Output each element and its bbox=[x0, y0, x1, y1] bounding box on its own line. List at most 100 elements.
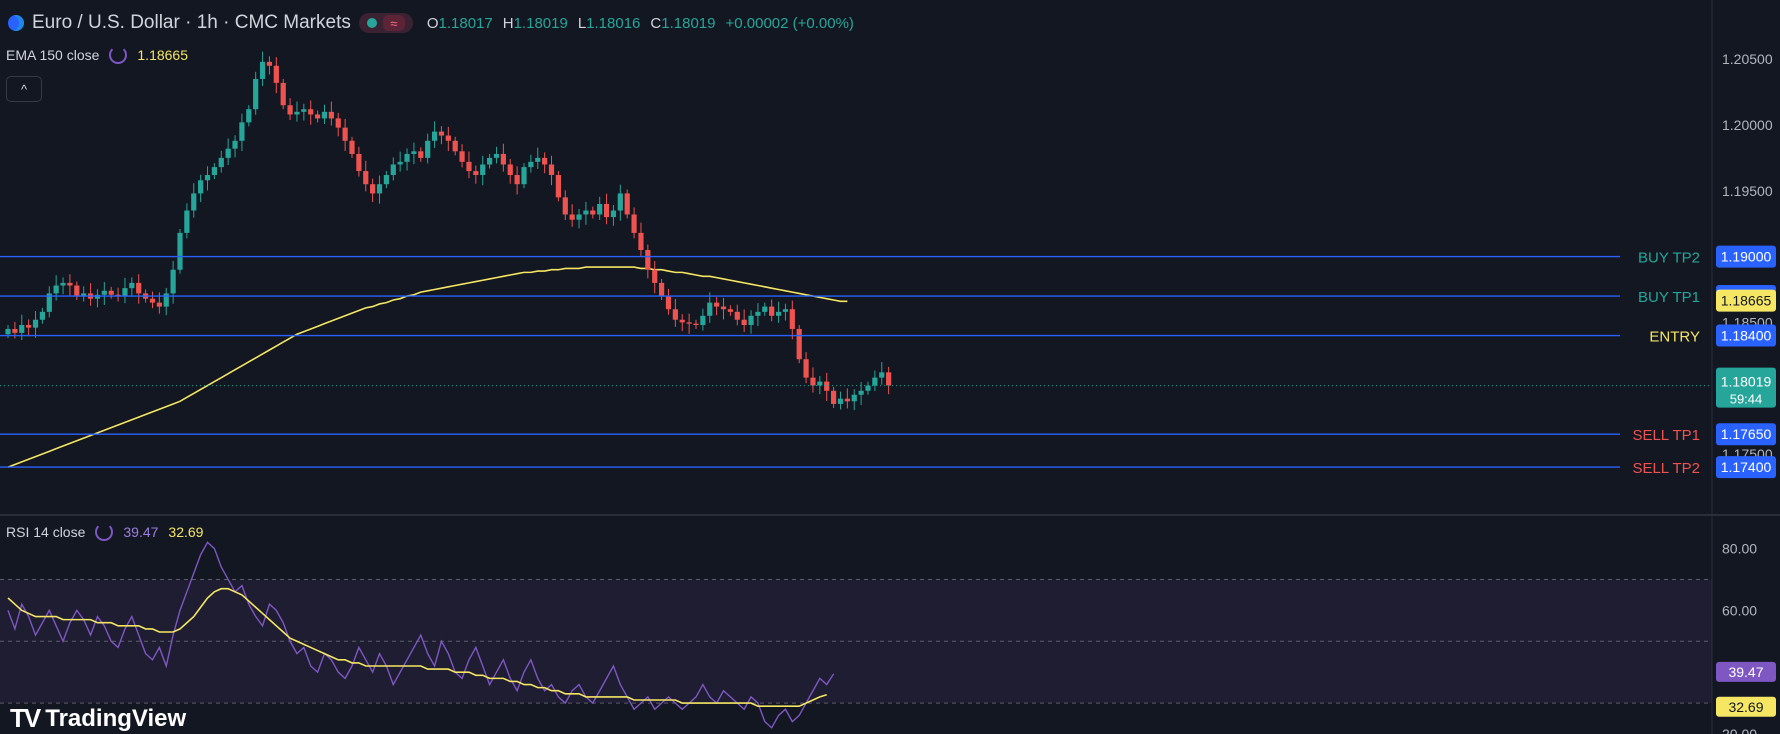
level-label: BUY TP2 bbox=[1638, 250, 1700, 267]
rsi-value: 39.47 bbox=[123, 524, 159, 540]
candle-body bbox=[445, 135, 451, 141]
candle-body bbox=[700, 315, 706, 325]
ema-legend[interactable]: EMA 150 close 1.18665 bbox=[6, 46, 188, 64]
candle-body bbox=[638, 232, 644, 250]
candle-body bbox=[383, 175, 389, 185]
candle-body bbox=[686, 322, 692, 324]
loading-swirl-icon bbox=[109, 46, 128, 64]
candle-body bbox=[156, 302, 162, 307]
ema-value: 1.18665 bbox=[137, 47, 188, 63]
candle-body bbox=[390, 164, 396, 175]
candle-body bbox=[39, 311, 45, 320]
low-label: L bbox=[577, 14, 587, 32]
high-value: 1.18019 bbox=[513, 14, 568, 32]
candle-body bbox=[679, 319, 685, 323]
candlestick-series bbox=[5, 51, 892, 410]
candle-body bbox=[652, 269, 658, 283]
level-price-tag: 1.19000 bbox=[1721, 249, 1772, 265]
rsi-ma-line bbox=[7, 587, 827, 707]
candle-body bbox=[755, 311, 761, 316]
level-price-tag-bg bbox=[1716, 456, 1776, 479]
candle-body bbox=[170, 269, 176, 294]
candle-body bbox=[198, 180, 204, 194]
candle-body bbox=[603, 203, 610, 218]
candle-body bbox=[707, 302, 713, 316]
candle-body bbox=[218, 157, 224, 168]
close-value: 1.18019 bbox=[661, 14, 716, 32]
candle-body bbox=[349, 140, 355, 154]
candle-body bbox=[163, 293, 169, 307]
candle-body bbox=[232, 140, 238, 149]
candle-body bbox=[493, 153, 500, 158]
candle-body bbox=[831, 390, 837, 404]
candle-body bbox=[769, 306, 775, 316]
candle-body bbox=[459, 151, 465, 162]
candle-body bbox=[872, 377, 878, 386]
candle-body bbox=[473, 171, 479, 175]
candle-body bbox=[720, 306, 727, 310]
candle-body bbox=[328, 111, 334, 119]
candle-body bbox=[184, 210, 190, 233]
price-tick-label: 1.19500 bbox=[1722, 183, 1773, 199]
ema-label: EMA 150 close bbox=[6, 47, 100, 63]
candle-body bbox=[246, 109, 252, 123]
candle-body bbox=[294, 111, 300, 115]
candle-body bbox=[452, 140, 458, 152]
candle-body bbox=[363, 171, 369, 185]
countdown-tag: 59:44 bbox=[1730, 392, 1763, 407]
level-label: BUY TP1 bbox=[1638, 289, 1700, 306]
candle-body bbox=[645, 250, 651, 270]
candle-body bbox=[315, 114, 321, 119]
tradingview-wordmark: TradingView bbox=[45, 704, 187, 732]
market-status-pill[interactable]: ≈ bbox=[358, 13, 413, 33]
candle-body bbox=[418, 151, 424, 158]
candle-body bbox=[548, 164, 555, 175]
candle-body bbox=[665, 296, 672, 310]
candle-body bbox=[308, 109, 314, 115]
candle-body bbox=[81, 293, 87, 297]
candle-body bbox=[514, 175, 520, 185]
ema-line-layer bbox=[7, 266, 848, 468]
candle-body bbox=[191, 193, 197, 211]
candle-body bbox=[19, 325, 25, 333]
market-open-icon bbox=[366, 18, 377, 28]
candle-body bbox=[53, 285, 59, 294]
symbol-title[interactable]: Euro / U.S. Dollar · 1h · CMC Markets bbox=[32, 12, 351, 33]
rsi-tick-label: 60.00 bbox=[1722, 602, 1757, 618]
candle-body bbox=[60, 282, 66, 286]
candle-body bbox=[466, 161, 472, 172]
candle-body bbox=[370, 184, 376, 194]
candle-body bbox=[576, 214, 582, 220]
candle-body bbox=[129, 282, 135, 289]
candle-body bbox=[480, 164, 486, 175]
change-value: +0.00002 (+0.00%) bbox=[725, 14, 854, 32]
ohlc-readout: O1.18017 H1.18019 L1.18016 C1.18019 +0.0… bbox=[427, 15, 854, 32]
price-tick-label: 1.20500 bbox=[1722, 51, 1773, 67]
candle-body bbox=[824, 381, 830, 391]
price-axis[interactable]: 1.205001.200001.195001.185001.1750080.00… bbox=[1716, 51, 1776, 734]
candle-body bbox=[301, 109, 307, 112]
candle-body bbox=[672, 309, 678, 320]
euro-flag-icon bbox=[8, 15, 24, 31]
current-price-tag-bg bbox=[1716, 367, 1776, 408]
candle-body bbox=[149, 298, 156, 303]
tradingview-mark-icon: TV bbox=[10, 703, 41, 733]
low-value: 1.18016 bbox=[586, 14, 641, 32]
candle-body bbox=[74, 285, 80, 297]
candle-body bbox=[562, 197, 568, 215]
horizontal-levels: BUY TP2 BUY TP1 ENTRY SELL TP1 SELL TP2 bbox=[0, 250, 1712, 477]
candle-body bbox=[610, 210, 617, 218]
candle-body bbox=[108, 290, 114, 295]
chevron-up-icon: ^ bbox=[20, 81, 28, 97]
rsi-legend[interactable]: RSI 14 close 39.47 32.69 bbox=[6, 523, 203, 541]
price-tick-label: 1.20000 bbox=[1722, 117, 1773, 133]
candle-body bbox=[239, 122, 245, 141]
candle-body bbox=[858, 390, 864, 395]
candle-body bbox=[590, 210, 596, 215]
tradingview-logo[interactable]: TV TradingView bbox=[10, 703, 186, 734]
candle-body bbox=[837, 398, 844, 404]
candle-body bbox=[266, 61, 273, 66]
candle-body bbox=[287, 105, 293, 115]
collapse-legend-button[interactable]: ^ bbox=[6, 76, 42, 102]
